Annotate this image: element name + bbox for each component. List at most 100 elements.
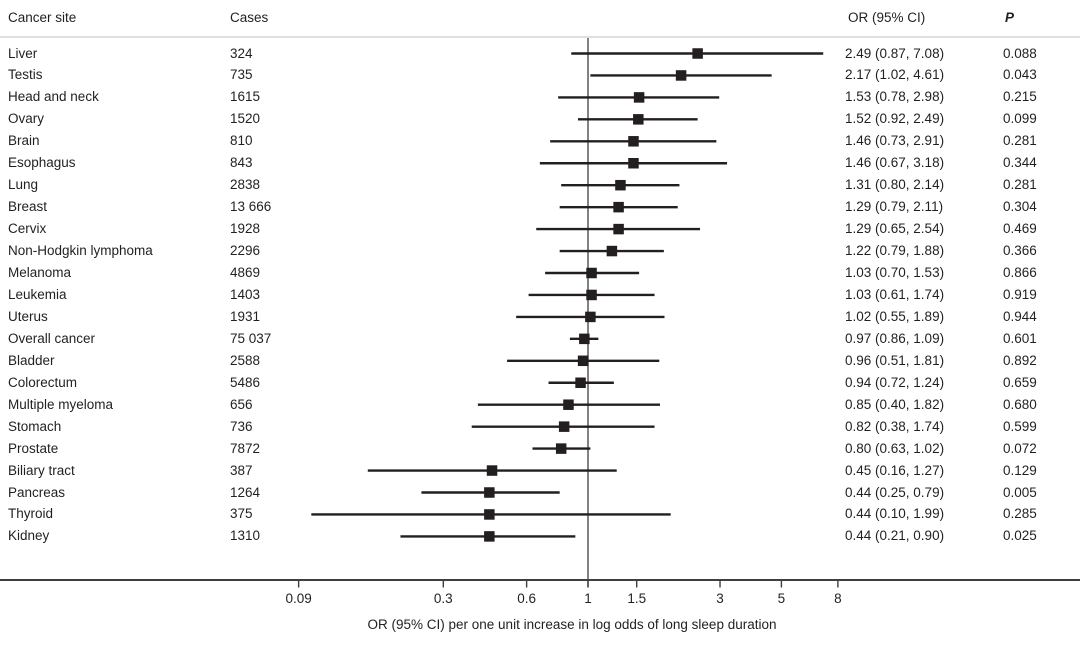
cases-value: 1403 — [230, 286, 261, 302]
p-value: 0.215 — [1003, 89, 1037, 105]
p-value: 0.599 — [1003, 418, 1037, 434]
or-marker — [486, 465, 498, 476]
p-value: 0.659 — [1003, 374, 1037, 390]
or-ci-value: 0.82 (0.38, 1.74) — [845, 418, 945, 434]
cases-value: 735 — [230, 67, 253, 83]
cancer-site-label: Lung — [8, 177, 39, 193]
or-ci-value: 1.03 (0.70, 1.53) — [845, 265, 945, 280]
p-value: 0.944 — [1003, 308, 1037, 324]
cancer-site-label: Colorectum — [8, 374, 78, 390]
cancer-site-label: Stomach — [8, 418, 62, 434]
or-ci-value: 1.22 (0.79, 1.88) — [845, 243, 945, 259]
p-value: 0.025 — [1003, 528, 1037, 544]
column-header-cases: Cases — [230, 10, 269, 25]
cancer-site-label: Liver — [8, 45, 38, 61]
cancer-site-label: Kidney — [8, 528, 50, 544]
or-marker — [563, 399, 574, 410]
cases-value: 1310 — [230, 528, 261, 544]
column-header-or-ci: OR (95% CI) — [848, 10, 926, 25]
p-value: 0.281 — [1003, 133, 1037, 149]
cancer-site-label: Cervix — [8, 221, 47, 237]
or-marker — [579, 333, 590, 345]
or-marker — [577, 355, 589, 367]
cases-value: 387 — [230, 462, 253, 478]
p-value: 0.919 — [1003, 286, 1037, 302]
p-value: 0.088 — [1003, 45, 1037, 61]
cancer-site-label: Prostate — [8, 440, 59, 456]
cases-value: 1615 — [230, 89, 261, 105]
x-axis-tick-label: 1 — [584, 591, 592, 606]
or-marker — [613, 223, 624, 235]
cases-value: 13 666 — [230, 199, 272, 215]
x-axis-tick-label: 1.5 — [627, 591, 647, 606]
cancer-site-label: Melanoma — [8, 265, 72, 280]
cancer-site-label: Testis — [8, 67, 43, 83]
p-value: 0.680 — [1003, 396, 1037, 412]
cases-value: 7872 — [230, 440, 261, 456]
p-value: 0.469 — [1003, 221, 1037, 237]
or-marker — [675, 70, 687, 81]
or-ci-value: 2.17 (1.02, 4.61) — [845, 67, 945, 83]
or-ci-value: 1.53 (0.78, 2.98) — [845, 89, 945, 105]
or-ci-value: 1.02 (0.55, 1.89) — [845, 308, 945, 324]
p-value: 0.285 — [1003, 506, 1037, 522]
cancer-site-label: Thyroid — [8, 506, 54, 522]
p-value: 0.005 — [1003, 484, 1037, 500]
cancer-site-label: Pancreas — [8, 484, 66, 500]
cases-value: 2588 — [230, 352, 261, 368]
x-axis-tick-label: 8 — [834, 591, 842, 606]
p-value: 0.601 — [1003, 330, 1037, 346]
x-axis-tick-label: 0.09 — [285, 591, 312, 606]
or-marker — [628, 158, 639, 169]
p-value: 0.129 — [1003, 462, 1037, 478]
cancer-site-label: Breast — [8, 199, 48, 215]
p-value: 0.866 — [1003, 265, 1037, 280]
or-ci-value: 1.03 (0.61, 1.74) — [845, 286, 945, 302]
or-ci-value: 0.96 (0.51, 1.81) — [845, 352, 945, 368]
cases-value: 5486 — [230, 374, 261, 390]
or-ci-value: 1.46 (0.73, 2.91) — [845, 133, 945, 149]
or-ci-value: 1.46 (0.67, 3.18) — [845, 155, 945, 171]
or-marker — [484, 487, 495, 498]
p-value: 0.344 — [1003, 155, 1037, 171]
cancer-site-label: Leukemia — [8, 286, 67, 302]
or-marker — [633, 114, 644, 125]
or-ci-value: 1.31 (0.80, 2.14) — [845, 177, 945, 193]
cases-value: 4869 — [230, 265, 261, 280]
or-marker — [555, 443, 567, 454]
cases-value: 2296 — [230, 243, 261, 259]
column-header-cancer-site: Cancer site — [8, 10, 77, 25]
or-marker — [558, 421, 570, 432]
cancer-site-label: Esophagus — [8, 155, 76, 171]
cases-value: 2838 — [230, 177, 261, 193]
header-divider-rule — [0, 36, 1080, 38]
cases-value: 1264 — [230, 484, 261, 500]
or-ci-value: 0.85 (0.40, 1.82) — [845, 396, 945, 412]
or-ci-value: 0.44 (0.21, 0.90) — [845, 528, 945, 544]
or-ci-value: 0.45 (0.16, 1.27) — [845, 462, 945, 478]
or-marker — [633, 92, 645, 103]
x-axis-tick-label: 0.6 — [517, 591, 536, 606]
p-value: 0.366 — [1003, 243, 1037, 259]
cases-value: 75 037 — [230, 330, 272, 346]
cancer-site-label: Uterus — [8, 308, 48, 324]
p-value: 0.281 — [1003, 177, 1037, 193]
cases-value: 736 — [230, 418, 253, 434]
cases-value: 375 — [230, 506, 253, 522]
x-axis-tick-label: 0.3 — [433, 591, 453, 606]
or-marker — [586, 289, 597, 301]
cancer-site-label: Non-Hodgkin lymphoma — [8, 243, 153, 259]
or-ci-value: 1.52 (0.92, 2.49) — [845, 111, 945, 127]
or-ci-value: 0.97 (0.86, 1.09) — [845, 330, 945, 346]
cases-value: 1520 — [230, 111, 261, 127]
cancer-site-label: Brain — [8, 133, 40, 149]
x-axis-tick-label: 5 — [777, 591, 786, 606]
column-header-p-value: P — [1005, 10, 1015, 25]
x-axis-label: OR (95% CI) per one unit increase in log… — [367, 617, 777, 632]
cases-value: 656 — [230, 396, 253, 412]
or-marker — [586, 267, 597, 279]
or-ci-value: 0.80 (0.63, 1.02) — [845, 440, 945, 456]
cases-value: 1928 — [230, 221, 261, 237]
cases-value: 810 — [230, 133, 253, 149]
